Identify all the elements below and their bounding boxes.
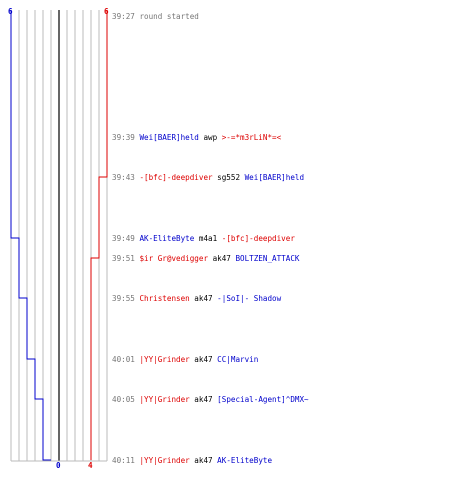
event-time: 39:51 (112, 254, 139, 263)
event-player: -|SoI|- Shadow (217, 294, 281, 303)
red-end-count: 4 (88, 461, 93, 470)
event-weapon: ak47 (208, 254, 235, 263)
team-alive-lines (10, 10, 108, 461)
event-player: |YY|Grinder (139, 456, 190, 465)
event-weapon: ak47 (190, 456, 217, 465)
event-player: -[bfc]-deepdiver (222, 234, 296, 243)
event-player: |YY|Grinder (139, 355, 190, 364)
event-player: |YY|Grinder (139, 395, 190, 404)
event-row: 40:05 |YY|Grinder ak47 [Special-Agent]^D… (112, 395, 309, 404)
event-weapon: sg552 (213, 173, 245, 182)
event-player: BOLTZEN_ATTACK (235, 254, 299, 263)
event-row: 39:43 -[bfc]-deepdiver sg552 Wei[BAER]he… (112, 173, 304, 182)
event-log: 39:27 round started 39:39 Wei[BAER]held a… (112, 12, 309, 465)
event-note: round started (139, 12, 198, 21)
blue-team-line (10, 10, 51, 461)
event-player: >-=*m3rLiN*=< (222, 133, 282, 142)
count-labels: 6 6 0 4 (8, 7, 109, 470)
event-player: $ir Gr@vedigger (139, 254, 208, 263)
event-player: -[bfc]-deepdiver (139, 173, 213, 182)
event-player: Wei[BAER]held (139, 133, 198, 142)
event-row: 39:55 Christensen ak47 -|SoI|- Shadow (112, 294, 282, 303)
event-player: Christensen (139, 294, 189, 303)
event-row: 39:39 Wei[BAER]held awp >-=*m3rLiN*=< (112, 133, 282, 142)
event-row: 40:11 |YY|Grinder ak47 AK-EliteByte (112, 456, 272, 465)
event-time: 39:49 (112, 234, 139, 243)
event-time: 39:27 (112, 12, 139, 21)
red-start-count: 6 (104, 7, 109, 16)
grid (10, 10, 108, 462)
event-player: AK-EliteByte (217, 456, 272, 465)
event-time: 39:43 (112, 173, 139, 182)
event-time: 39:39 (112, 133, 139, 142)
event-time: 40:11 (112, 456, 139, 465)
event-player: CC|Marvin (217, 355, 258, 364)
red-team-line (90, 10, 108, 460)
event-time: 40:05 (112, 395, 139, 404)
event-time: 39:55 (112, 294, 139, 303)
event-time: 40:01 (112, 355, 139, 364)
event-weapon: m4a1 (194, 234, 221, 243)
event-player: Wei[BAER]held (245, 173, 304, 182)
event-row: 39:27 round started (112, 12, 199, 21)
event-row: 40:01 |YY|Grinder ak47 CC|Marvin (112, 355, 258, 364)
event-weapon: ak47 (190, 355, 217, 364)
blue-end-count: 0 (56, 461, 61, 470)
event-weapon: ak47 (190, 395, 217, 404)
event-player: AK-EliteByte (139, 234, 194, 243)
event-row: 39:51 $ir Gr@vedigger ak47 BOLTZEN_ATTAC… (112, 254, 300, 263)
event-row: 39:49 AK-EliteByte m4a1 -[bfc]-deepdiver (112, 234, 295, 243)
blue-start-count: 6 (8, 7, 13, 16)
event-weapon: awp (199, 133, 222, 142)
event-player: [Special-Agent]^DMX~ (217, 395, 309, 404)
event-weapon: ak47 (190, 294, 217, 303)
